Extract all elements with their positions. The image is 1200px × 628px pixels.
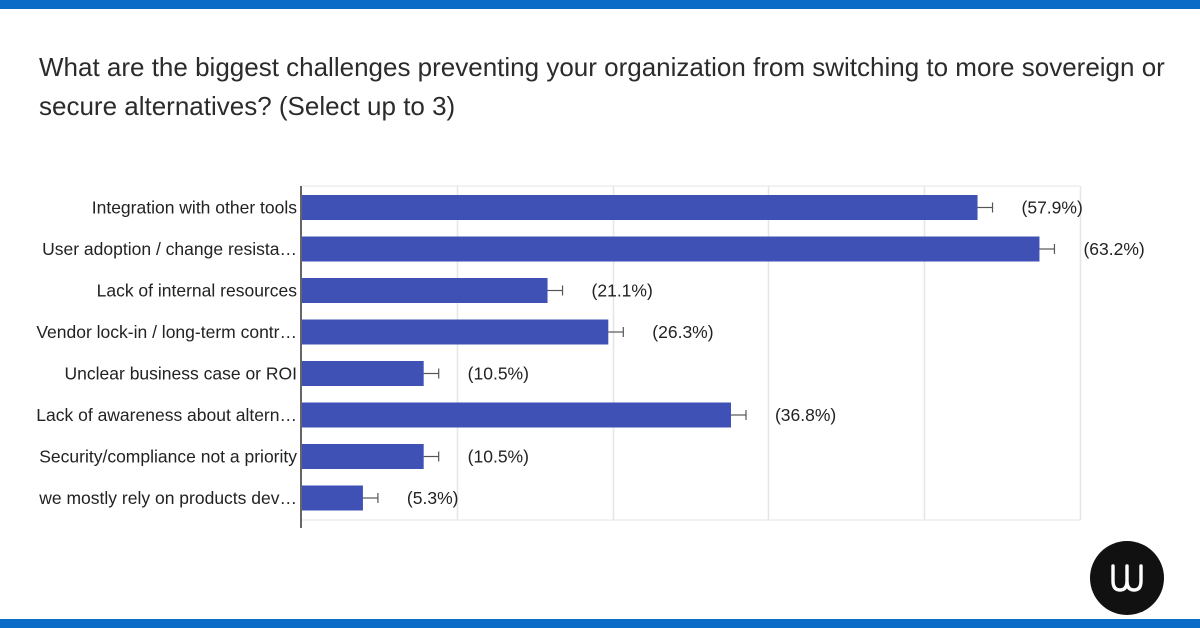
- bar: [302, 485, 363, 511]
- bar: [302, 319, 609, 345]
- category-label: Lack of internal resources: [97, 281, 298, 301]
- data-label: (10.5%): [468, 447, 529, 467]
- w-logo-icon: [1111, 564, 1143, 592]
- data-label: (5.3%): [407, 488, 459, 508]
- top-accent-bar: [0, 0, 1200, 9]
- bar: [302, 195, 978, 220]
- data-label: (10.5%): [468, 364, 529, 384]
- chart-title: What are the biggest challenges preventi…: [39, 52, 1165, 121]
- category-label: Security/compliance not a priority: [39, 447, 297, 467]
- data-label: (63.2%): [1083, 239, 1144, 259]
- bottom-accent-bar: [0, 619, 1200, 628]
- bar: [302, 361, 424, 386]
- category-label: we mostly rely on products dev…: [38, 488, 297, 508]
- category-label: Unclear business case or ROI: [65, 364, 297, 384]
- data-label: (21.1%): [592, 281, 653, 301]
- bar: [302, 236, 1040, 262]
- data-label: (36.8%): [775, 405, 836, 425]
- category-label: Lack of awareness about altern…: [36, 405, 297, 425]
- bar: [302, 278, 548, 303]
- category-label: User adoption / change resista…: [42, 239, 297, 259]
- bars: [302, 195, 1056, 511]
- data-label: (26.3%): [652, 322, 713, 342]
- bar: [302, 402, 731, 428]
- data-label: (57.9%): [1022, 198, 1083, 218]
- w-logo-button[interactable]: [1090, 541, 1164, 615]
- bar: [302, 444, 424, 469]
- category-label: Integration with other tools: [92, 198, 298, 218]
- category-label: Vendor lock-in / long-term contr…: [36, 322, 297, 342]
- labels: Integration with other tools (57.9%) User …: [36, 198, 1144, 509]
